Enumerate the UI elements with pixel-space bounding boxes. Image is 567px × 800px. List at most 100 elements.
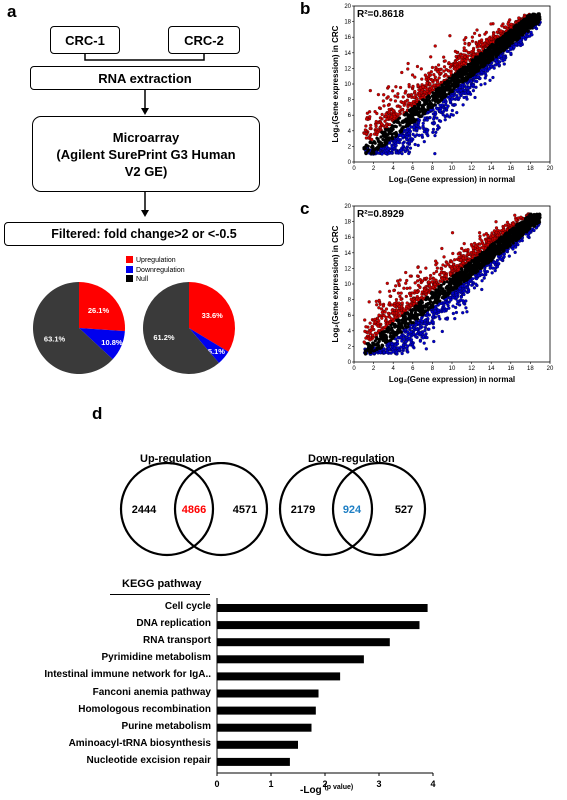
scatter-c-point [450, 260, 454, 264]
scatter-c-point [375, 346, 379, 350]
scatter-b-point [467, 67, 471, 71]
scatter-b-point [534, 26, 539, 31]
scatter-b-point [372, 139, 376, 144]
scatter-b-point [384, 123, 389, 127]
scatter-c-point [480, 279, 484, 283]
scatter-b-point [416, 84, 420, 88]
scatter-b-x-tick-label: 6 [411, 166, 415, 172]
scatter-c-point [394, 350, 399, 354]
scatter-c-point [376, 324, 380, 328]
scatter-b-point [374, 124, 378, 129]
scatter-b-point [438, 99, 442, 103]
scatter-b-point [381, 137, 385, 142]
scatter-b-point [415, 64, 420, 69]
scatter-c-point [387, 347, 391, 351]
scatter-b-point [379, 135, 383, 139]
scatter-c-point [400, 351, 404, 356]
scatter-c-point [401, 334, 406, 338]
scatter-b-point [397, 120, 401, 125]
scatter-c-point [458, 286, 462, 291]
scatter-b-point [443, 59, 447, 63]
scatter-b-point [477, 33, 482, 37]
scatter-c-point [380, 310, 384, 315]
pie2-slice-upregulation [189, 282, 235, 352]
scatter-c-point [495, 233, 500, 238]
scatter-b-point [364, 136, 369, 140]
scatter-b-point [517, 16, 521, 20]
scatter-c-point [477, 231, 482, 235]
scatter-c-point [491, 234, 495, 238]
scatter-b-point [477, 58, 481, 62]
scatter-c-point [502, 255, 506, 259]
scatter-c-point [393, 323, 397, 327]
scatter-b-point [428, 73, 433, 77]
scatter-b-point [415, 127, 419, 131]
scatter-c-point [362, 340, 366, 344]
scatter-b-point [390, 145, 394, 149]
scatter-c-point [393, 315, 398, 319]
scatter-c-point [413, 281, 417, 285]
scatter-b-point [458, 68, 462, 72]
scatter-c-point [392, 304, 397, 308]
scatter-b-point [425, 95, 429, 99]
scatter-b-point [513, 30, 518, 34]
scatter-b-point [425, 118, 429, 122]
scatter-b-point [407, 83, 411, 87]
scatter-c-point [378, 350, 382, 355]
scatter-b-point [438, 103, 442, 107]
scatter-c-point [377, 298, 381, 302]
scatter-b-point [401, 120, 405, 125]
scatter-b-point [394, 85, 398, 89]
scatter-b-point [473, 69, 478, 73]
scatter-c-point [505, 220, 510, 224]
scatter-c-point [428, 287, 432, 291]
scatter-c-point [404, 270, 408, 275]
scatter-b-point [431, 127, 436, 132]
scatter-b-point [387, 151, 392, 155]
scatter-b-y-tick-label: 6 [348, 113, 352, 119]
pie2-slice-label-upregulation: 33.6% [202, 311, 224, 320]
scatter-b-points-null [362, 12, 542, 156]
scatter-b-y-axis-label: Log₂(Gene expression) in CRC [331, 25, 340, 142]
scatter-b-point [405, 135, 409, 139]
scatter-b-point [466, 90, 470, 94]
scatter-b-point [458, 52, 463, 57]
scatter-b-point [433, 152, 437, 156]
scatter-c-point [397, 314, 402, 318]
scatter-b-point [482, 60, 486, 65]
scatter-b-point [406, 104, 410, 109]
scatter-b-point [466, 86, 471, 90]
scatter-c-point [462, 289, 466, 293]
scatter-c-x-tick-label: 16 [507, 366, 514, 372]
scatter-c-point [438, 299, 442, 303]
scatter-c-point [438, 272, 442, 277]
scatter-c-point [412, 332, 416, 336]
scatter-b-point [509, 28, 513, 32]
scatter-c-point [377, 306, 381, 310]
scatter-c-point [409, 330, 413, 334]
scatter-b-point [524, 20, 528, 24]
pie1-slice-downregulation [79, 328, 125, 360]
scatter-b-point [424, 108, 428, 112]
scatter-b-point [383, 119, 387, 123]
scatter-b-point [426, 133, 430, 138]
scatter-c-point [390, 308, 394, 312]
scatter-b-point [403, 91, 407, 95]
scatter-c-point [462, 292, 466, 297]
scatter-c-point [431, 320, 435, 324]
scatter-b-point [506, 22, 510, 26]
scatter-b-point [496, 50, 501, 54]
scatter-b-point [477, 44, 481, 48]
scatter-c-point [474, 282, 478, 286]
scatter-c-point [494, 220, 498, 224]
scatter-b-point [450, 76, 454, 80]
scatter-c-point [406, 330, 410, 334]
scatter-c-point [374, 336, 379, 340]
scatter-b-point [393, 114, 397, 119]
scatter-b-point [406, 61, 410, 66]
scatter-b-point [404, 146, 409, 150]
scatter-c-point [400, 301, 404, 305]
scatter-b-point [462, 38, 466, 42]
scatter-c-point [415, 314, 419, 318]
scatter-b-point [432, 83, 436, 87]
